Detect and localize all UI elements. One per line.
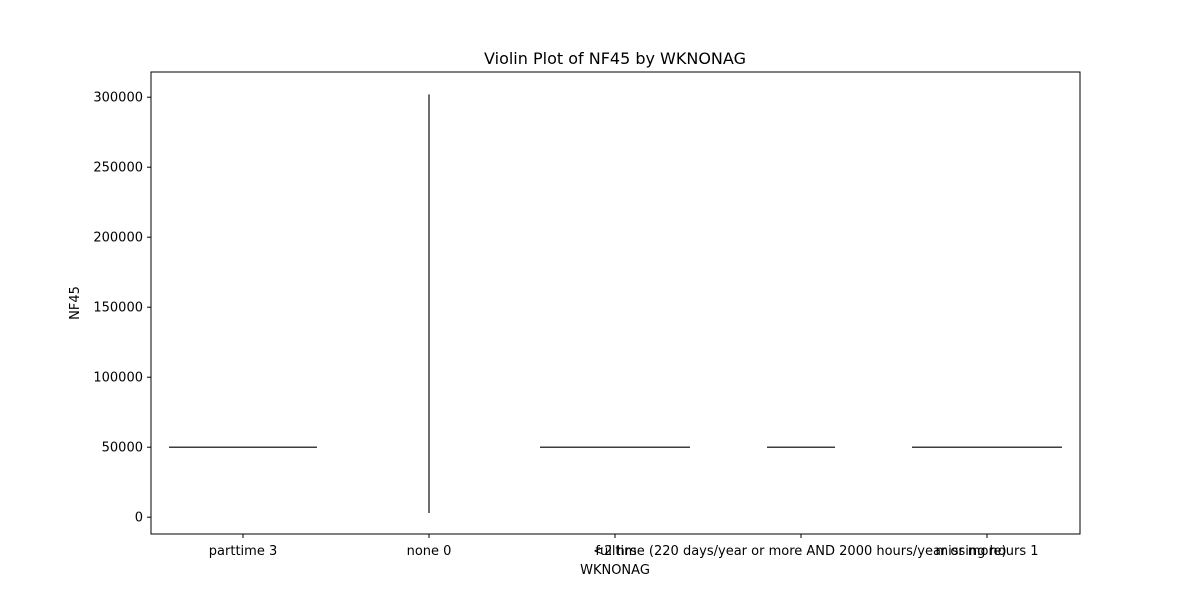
- y-tick-label: 300000: [93, 91, 143, 106]
- y-tick-label: 250000: [93, 161, 143, 176]
- chart-title: Violin Plot of NF45 by WKNONAG: [484, 49, 746, 68]
- x-tick-label: <2 hrs: [593, 544, 637, 559]
- y-tick-label: 200000: [93, 231, 143, 246]
- x-tick-label: missing hours 1: [935, 544, 1038, 559]
- y-tick-label: 50000: [102, 441, 143, 456]
- x-tick-label: parttime 3: [209, 544, 277, 559]
- x-tick-label: fulltime (220 days/year or more AND 2000…: [595, 544, 1006, 559]
- y-tick-label: 100000: [93, 371, 143, 386]
- plot-frame: [150, 71, 1081, 535]
- violin-marks: [169, 94, 1062, 513]
- y-axis: 0 50000 100000 150000 200000 250000 300000: [93, 91, 151, 526]
- y-tick-label: 0: [135, 511, 143, 526]
- y-tick-label: 150000: [93, 301, 143, 316]
- x-tick-label: none 0: [407, 544, 452, 559]
- x-axis-title: WKNONAG: [580, 563, 650, 578]
- y-axis-title: NF45: [68, 286, 83, 320]
